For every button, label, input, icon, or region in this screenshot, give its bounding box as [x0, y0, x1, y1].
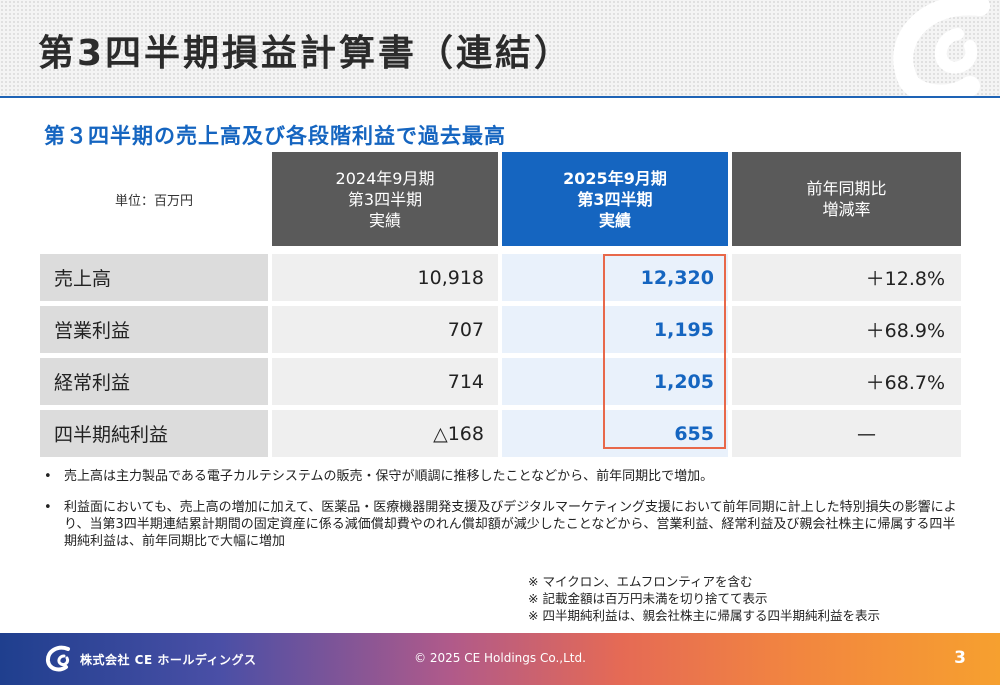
commentary-list: • 売上高は主力製品である電子カルテシステムの販売・保守が順調に推移したことなど… [44, 468, 964, 564]
header-prev-line-2: 第3四半期 [347, 189, 423, 209]
brand-watermark-icon [893, 0, 990, 96]
table-row-ordinary-profit: 経常利益 714 1,205 ＋68.7% [40, 358, 961, 405]
row-label: 経常利益 [40, 358, 268, 405]
row-current-value: 12,320 [502, 254, 728, 301]
row-current-value: 655 [502, 410, 728, 457]
header-curr-line-2: 第3四半期 [577, 189, 653, 209]
bullet-dot-icon: • [44, 500, 52, 515]
row-prev-value: 714 [272, 358, 498, 405]
row-prev-value: △168 [272, 410, 498, 457]
table-row-net-income: 四半期純利益 △168 655 — [40, 410, 961, 457]
row-ratio-value: ＋68.7% [732, 358, 961, 405]
header-ratio-line-1: 前年同期比 [806, 179, 887, 198]
row-label: 営業利益 [40, 306, 268, 353]
header-curr-line-3: 実績 [598, 210, 631, 230]
footnote: ※ 記載金額は百万円未満を切り捨てて表示 [528, 591, 768, 606]
company-logo: 株式会社 CE ホールディングス [44, 645, 257, 673]
header-prev-line-3: 実績 [368, 210, 401, 230]
header-prev-line-1: 2024年9月期 [335, 168, 435, 188]
footnote: ※ マイクロン、エムフロンティアを含む [528, 574, 753, 589]
row-ratio-value: ＋68.9% [732, 306, 961, 353]
header-ratio-line-2: 増減率 [822, 200, 871, 219]
copyright-text: © 2025 CE Holdings Co.,Ltd. [414, 651, 586, 665]
commentary-text: 利益面においても、売上高の増加に加えて、医薬品・医療機器開発支援及びデジタルマー… [64, 500, 957, 549]
table-row-net-sales: 売上高 10,918 12,320 ＋12.8% [40, 254, 961, 301]
header-yoy-ratio: 前年同期比 増減率 [732, 152, 961, 246]
unit-label: 単位：百万円 [114, 193, 193, 209]
company-name: 株式会社 CE ホールディングス [80, 652, 257, 667]
commentary-item: • 売上高は主力製品である電子カルテシステムの販売・保守が順調に推移したことなど… [44, 468, 964, 485]
row-ratio-value: — [732, 410, 961, 457]
row-prev-value: 707 [272, 306, 498, 353]
row-current-value: 1,205 [502, 358, 728, 405]
commentary-text: 売上高は主力製品である電子カルテシステムの販売・保守が順調に推移したことなどから… [64, 469, 714, 484]
header-prev-period: 2024年9月期 第3四半期 実績 [272, 152, 498, 246]
header-curr-line-1: 2025年9月期 [563, 168, 667, 188]
page-number: 3 [954, 648, 966, 668]
row-prev-value: 10,918 [272, 254, 498, 301]
commentary-item: • 利益面においても、売上高の増加に加えて、医薬品・医療機器開発支援及びデジタル… [44, 499, 964, 550]
page-title: 第3四半期損益計算書（連結） [38, 33, 574, 74]
title-band: 第3四半期損益計算書（連結） [0, 0, 1000, 98]
footnotes: ※ マイクロン、エムフロンティアを含む ※ 記載金額は百万円未満を切り捨てて表示… [528, 573, 880, 624]
row-ratio-value: ＋12.8% [732, 254, 961, 301]
row-label: 四半期純利益 [40, 410, 268, 457]
ce-logo-icon [45, 645, 70, 672]
footnote: ※ 四半期純利益は、親会社株主に帰属する四半期純利益を表示 [528, 608, 880, 623]
row-label: 売上高 [40, 254, 268, 301]
footer-bar: 株式会社 CE ホールディングス © 2025 CE Holdings Co.,… [0, 633, 1000, 685]
row-current-value: 1,195 [502, 306, 728, 353]
table-row-operating-profit: 営業利益 707 1,195 ＋68.9% [40, 306, 961, 353]
bullet-dot-icon: • [44, 469, 52, 484]
header-current-period: 2025年9月期 第3四半期 実績 [502, 152, 728, 246]
section-subtitle: 第３四半期の売上高及び各段階利益で過去最高 [44, 124, 506, 148]
